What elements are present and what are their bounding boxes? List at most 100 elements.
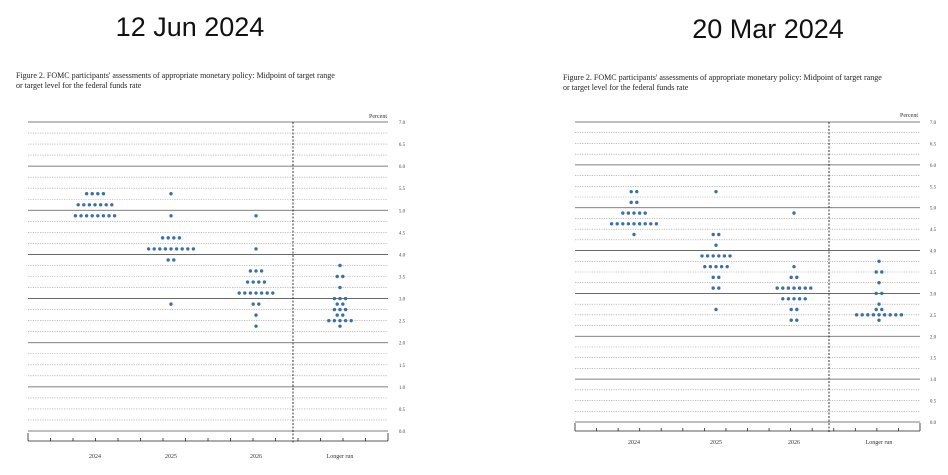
data-dot	[888, 313, 892, 317]
data-dot	[248, 291, 253, 295]
data-dot	[703, 264, 707, 269]
data-dot	[854, 313, 859, 317]
data-dot	[635, 200, 639, 205]
data-dot	[343, 307, 348, 312]
data-dot	[789, 307, 793, 312]
data-dot	[637, 222, 642, 226]
data-dot	[163, 247, 168, 251]
data-dot	[259, 269, 264, 273]
x-category-label: 2025	[710, 440, 722, 446]
y-tick-label: 5.5	[930, 185, 937, 190]
data-dot	[254, 269, 258, 273]
data-dot	[797, 297, 802, 301]
x-category-label: 2026	[250, 454, 262, 460]
y-tick-label: 0.0	[399, 430, 406, 435]
y-tick-label: 0.5	[399, 408, 406, 413]
data-dot	[714, 264, 718, 269]
x-category-label: 2026	[788, 440, 800, 446]
data-dot	[775, 286, 779, 290]
data-dot	[76, 203, 80, 207]
data-dot	[172, 236, 176, 240]
data-dot	[795, 318, 799, 322]
dot-plot-left: 0.0 0.5 1.0 1.5 2.0 2.5 3.0 3.5 4.0 4.5 5.0 5.5 6.0 6…	[27, 114, 406, 460]
y-tick-label: 5.0	[399, 209, 406, 214]
data-dot	[251, 280, 255, 284]
data-dot	[717, 254, 721, 258]
data-dot	[786, 286, 791, 290]
data-dot	[792, 264, 796, 269]
data-dot	[632, 232, 636, 237]
data-dot	[262, 280, 267, 284]
data-dot	[180, 247, 184, 251]
data-dot	[700, 254, 704, 258]
data-dot	[338, 296, 342, 301]
data-dot	[781, 286, 785, 290]
y-tick-label: 5.0	[930, 207, 937, 212]
data-dot	[899, 313, 904, 317]
data-dot	[84, 192, 89, 196]
data-dot	[637, 211, 642, 215]
data-dot	[332, 307, 337, 312]
y-tick-label: 4.5	[930, 228, 937, 233]
data-dot	[880, 291, 884, 296]
data-dot	[166, 258, 170, 262]
x-category-label: 2024	[89, 454, 101, 460]
data-dot	[251, 302, 255, 306]
data-dot	[254, 313, 258, 317]
data-dot	[169, 214, 173, 218]
data-dot	[717, 275, 721, 280]
data-dot	[265, 291, 269, 295]
data-dot	[341, 313, 345, 317]
data-dot	[338, 318, 342, 323]
data-dot	[874, 270, 878, 274]
data-dot	[714, 243, 718, 247]
data-dot	[877, 259, 881, 263]
data-dot	[248, 269, 253, 273]
data-dot	[98, 203, 103, 207]
data-dot	[93, 203, 97, 207]
y-tick-label: 1.0	[930, 378, 937, 383]
data-dot	[880, 307, 884, 312]
data-dot	[882, 313, 887, 317]
data-dot	[714, 307, 718, 312]
data-dot	[621, 211, 625, 215]
data-dot	[254, 291, 258, 295]
y-tick-label: 3.0	[399, 298, 406, 303]
data-dot	[789, 275, 793, 280]
y-tick-label: 4.0	[399, 253, 406, 258]
data-dot	[237, 291, 241, 295]
data-dot	[338, 307, 342, 312]
data-dot	[191, 247, 196, 251]
y-tick-label: 6.5	[930, 142, 937, 147]
data-dot	[338, 285, 342, 290]
y-tick-label: 3.5	[930, 271, 937, 276]
data-dot	[166, 236, 170, 240]
data-dot	[73, 214, 78, 218]
data-dot	[626, 211, 631, 215]
y-tick-label: 7.0	[399, 121, 406, 126]
data-dot	[101, 214, 106, 218]
data-dot	[335, 302, 339, 306]
data-dot	[629, 200, 633, 205]
data-dot	[82, 203, 86, 207]
data-dot	[654, 222, 659, 226]
data-dot	[629, 189, 633, 194]
figure-caption-right: Figure 2. FOMC participants' assessments…	[563, 73, 948, 93]
x-category-label: Longer run	[866, 440, 893, 446]
data-dot	[792, 297, 796, 301]
y-tick-label: 0.5	[930, 400, 937, 405]
data-dot	[786, 297, 791, 301]
data-dot	[797, 286, 802, 290]
data-dot	[789, 318, 793, 322]
data-dot	[169, 302, 173, 306]
data-dot	[172, 258, 176, 262]
dot-plot-right: 0.0 0.5 1.0 1.5 2.0 2.5 3.0 3.5 4.0 4.5 5.0 5.5 6.0 6…	[574, 113, 937, 446]
data-dot	[880, 270, 884, 274]
data-dot	[717, 232, 721, 237]
data-dot	[96, 214, 100, 218]
data-dot	[877, 281, 881, 285]
data-dot	[809, 286, 813, 290]
caption-line-2: or target level for the federal funds ra…	[16, 81, 142, 90]
data-dot	[866, 313, 870, 317]
